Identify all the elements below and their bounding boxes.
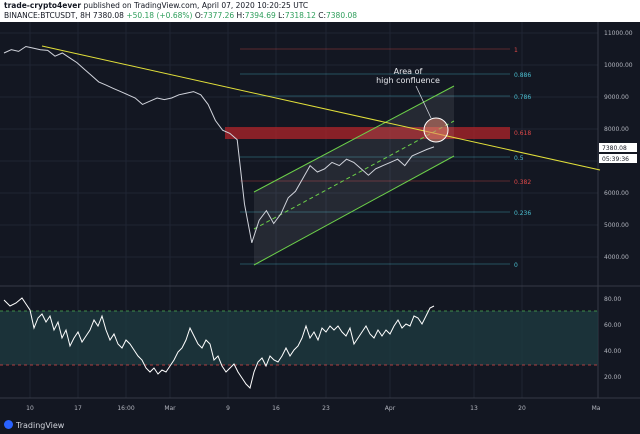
- channel-lower: [253, 155, 455, 266]
- open-label: O:: [194, 11, 204, 20]
- time-tick: 17: [74, 405, 82, 412]
- symbol-label: BINANCE:BTCUSDT, 8H: [4, 11, 91, 20]
- time-axis[interactable]: 10 17 16:00 Mar 9 16 23 Apr 13 20 Ma: [26, 405, 601, 412]
- price-series: [3, 45, 435, 243]
- close-value: 7380.08: [326, 11, 358, 20]
- change-value: +50.18 (+0.68%): [126, 11, 193, 20]
- time-tick: Ma: [592, 405, 601, 412]
- fib-label-0236: 0.236: [514, 210, 531, 217]
- time-tick: 16: [272, 405, 280, 412]
- fib-label-0618: 0.618: [514, 130, 531, 137]
- price-tick: 5000.00: [604, 222, 629, 229]
- price-chart[interactable]: 1 0.886 0.786 0.618 0.5 0.382 0.236 0 Ar…: [0, 22, 640, 418]
- rsi-line: [3, 297, 435, 389]
- rsi-tick: 60.00: [604, 322, 621, 329]
- last-price-tag: 7380.08 05:39:36: [599, 143, 637, 163]
- rsi-tick: 40.00: [604, 348, 621, 355]
- last-price-value: 7380.08: [602, 145, 627, 152]
- time-tick: 23: [322, 405, 330, 412]
- annotation-line2: high confluence: [376, 76, 440, 85]
- time-tick: Mar: [164, 405, 176, 412]
- channel-upper: [253, 85, 455, 193]
- publish-info: published on TradingView.com, April 07, …: [83, 1, 309, 10]
- fib-label-0886: 0.886: [514, 72, 531, 79]
- rsi-tick: 20.00: [604, 374, 621, 381]
- rsi-band: [0, 311, 598, 365]
- channel-mid: [253, 120, 455, 230]
- high-label: H:: [236, 11, 245, 20]
- rsi-tick: 80.00: [604, 296, 621, 303]
- tradingview-logo[interactable]: TradingView: [4, 420, 64, 430]
- price-tick: 8000.00: [604, 126, 629, 133]
- price-tick: 6000.00: [604, 190, 629, 197]
- tradingview-logo-icon: [4, 420, 13, 429]
- annotation-line1: Area of: [394, 67, 423, 76]
- time-tick: 13: [470, 405, 478, 412]
- time-tick: 20: [518, 405, 526, 412]
- rsi-axis[interactable]: 80.00 60.00 40.00 20.00: [604, 296, 621, 381]
- price-tick: 11000.00: [604, 30, 633, 37]
- publish-line: trade-crypto4ever published on TradingVi…: [4, 1, 308, 10]
- time-tick: 16:00: [117, 405, 134, 412]
- chart-footer: TradingView: [0, 418, 640, 434]
- fib-label-0786: 0.786: [514, 94, 531, 101]
- price-tick: 4000.00: [604, 254, 629, 261]
- fib-label-05: 0.5: [514, 155, 524, 162]
- open-value: 7377.26: [203, 11, 235, 20]
- brand-name: TradingView: [16, 421, 65, 430]
- ascending-channel[interactable]: [253, 85, 455, 266]
- low-value: 7318.12: [284, 11, 316, 20]
- trendline[interactable]: [41, 45, 601, 171]
- high-value: 7394.69: [244, 11, 276, 20]
- ohlc-line: BINANCE:BTCUSDT, 8H 7380.08 +50.18 (+0.6…: [4, 11, 357, 20]
- time-tick: Apr: [385, 405, 396, 412]
- rsi-pane[interactable]: [0, 297, 598, 389]
- time-tick: 10: [26, 405, 34, 412]
- price-tick: 9000.00: [604, 94, 629, 101]
- confluence-circle[interactable]: [423, 117, 449, 143]
- author-name[interactable]: trade-crypto4ever: [4, 1, 82, 10]
- close-label: C:: [318, 11, 327, 20]
- price-tick: 10000.00: [604, 62, 633, 69]
- annotation-arrow: [415, 85, 432, 119]
- low-label: L:: [278, 11, 285, 20]
- fib-label-0: 0: [514, 262, 518, 269]
- fib-label-0382: 0.382: [514, 179, 531, 186]
- chart-header: trade-crypto4ever published on TradingVi…: [0, 0, 640, 22]
- fib-label-1: 1: [514, 47, 518, 54]
- price-value: 7380.08: [92, 11, 124, 20]
- time-tick: 9: [226, 405, 230, 412]
- bar-countdown: 05:39:36: [602, 156, 629, 163]
